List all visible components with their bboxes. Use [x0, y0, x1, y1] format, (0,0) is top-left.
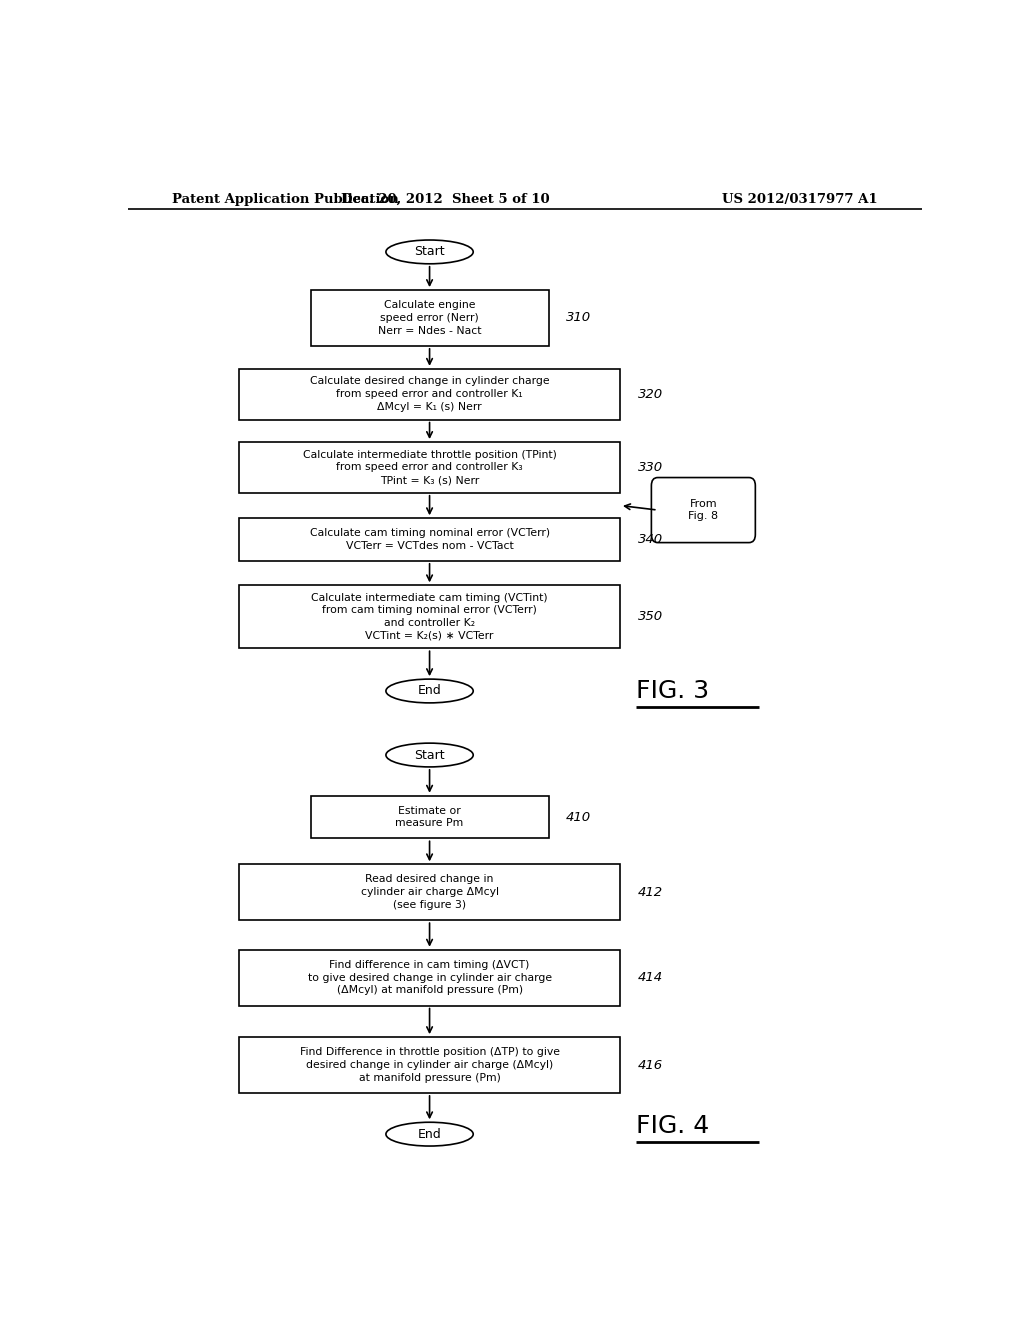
FancyBboxPatch shape — [240, 949, 620, 1006]
Text: Calculate cam timing nominal error (VCTerr)
VCTerr = VCTdes nom - VCTact: Calculate cam timing nominal error (VCTe… — [309, 528, 550, 550]
Text: Start: Start — [415, 748, 444, 762]
Text: 340: 340 — [638, 533, 663, 546]
FancyBboxPatch shape — [240, 442, 620, 492]
Text: Dec. 20, 2012  Sheet 5 of 10: Dec. 20, 2012 Sheet 5 of 10 — [341, 193, 550, 206]
Text: 330: 330 — [638, 461, 663, 474]
FancyBboxPatch shape — [240, 865, 620, 920]
Text: 414: 414 — [638, 972, 663, 985]
Text: From
Fig. 8: From Fig. 8 — [688, 499, 719, 521]
Text: End: End — [418, 1127, 441, 1140]
Text: 310: 310 — [566, 312, 591, 325]
Text: Start: Start — [415, 246, 444, 259]
Text: 416: 416 — [638, 1059, 663, 1072]
Text: Calculate intermediate cam timing (VCTint)
from cam timing nominal error (VCTerr: Calculate intermediate cam timing (VCTin… — [311, 593, 548, 642]
Text: End: End — [418, 685, 441, 697]
Text: US 2012/0317977 A1: US 2012/0317977 A1 — [722, 193, 878, 206]
Text: 410: 410 — [566, 810, 591, 824]
Text: Read desired change in
cylinder air charge ΔMcyl
(see figure 3): Read desired change in cylinder air char… — [360, 874, 499, 909]
FancyBboxPatch shape — [240, 1038, 620, 1093]
Text: FIG. 3: FIG. 3 — [636, 678, 709, 704]
Text: Find difference in cam timing (ΔVCT)
to give desired change in cylinder air char: Find difference in cam timing (ΔVCT) to … — [307, 960, 552, 995]
Text: 320: 320 — [638, 388, 663, 401]
Text: Calculate desired change in cylinder charge
from speed error and controller K₁
Δ: Calculate desired change in cylinder cha… — [309, 376, 550, 412]
Text: Calculate engine
speed error (Nerr)
Nerr = Ndes - Nact: Calculate engine speed error (Nerr) Nerr… — [378, 300, 481, 335]
FancyBboxPatch shape — [310, 796, 549, 838]
FancyBboxPatch shape — [651, 478, 756, 543]
FancyBboxPatch shape — [240, 519, 620, 561]
Text: Estimate or
measure Pm: Estimate or measure Pm — [395, 805, 464, 829]
FancyBboxPatch shape — [240, 585, 620, 648]
FancyBboxPatch shape — [240, 368, 620, 420]
Text: Find Difference in throttle position (ΔTP) to give
desired change in cylinder ai: Find Difference in throttle position (ΔT… — [300, 1047, 559, 1082]
Text: Patent Application Publication: Patent Application Publication — [172, 193, 398, 206]
Text: 412: 412 — [638, 886, 663, 899]
FancyBboxPatch shape — [310, 290, 549, 346]
Text: FIG. 4: FIG. 4 — [636, 1114, 710, 1138]
Text: 350: 350 — [638, 610, 663, 623]
Text: Calculate intermediate throttle position (TPint)
from speed error and controller: Calculate intermediate throttle position… — [303, 450, 556, 486]
